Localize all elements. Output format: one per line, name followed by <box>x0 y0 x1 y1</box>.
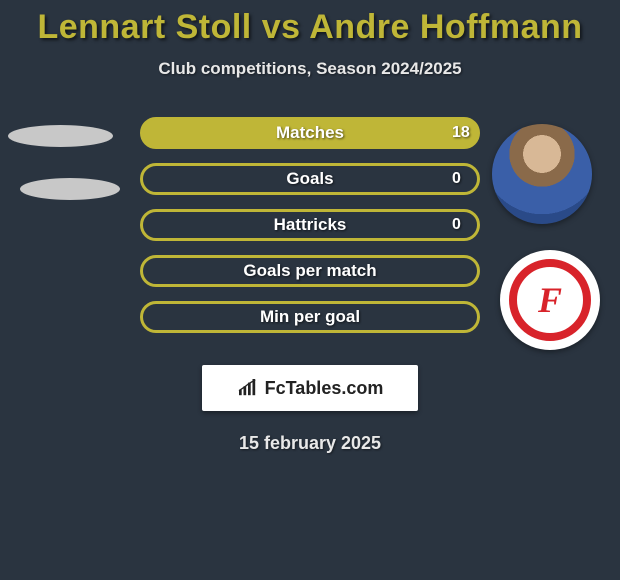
stat-label: Matches <box>140 117 480 149</box>
stat-row: Min per goal <box>0 301 620 333</box>
stat-label: Hattricks <box>140 209 480 241</box>
stat-label: Goals per match <box>140 255 480 287</box>
comparison-card: Lennart Stoll vs Andre Hoffmann Club com… <box>0 0 620 454</box>
stat-value-right: 0 <box>452 163 461 195</box>
stat-row: Goals0 <box>0 163 620 195</box>
stat-row: Goals per match <box>0 255 620 287</box>
page-subtitle: Club competitions, Season 2024/2025 <box>0 59 620 79</box>
stat-label: Min per goal <box>140 301 480 333</box>
stat-row: Matches18 <box>0 117 620 149</box>
watermark-text: FcTables.com <box>265 378 384 399</box>
snapshot-date: 15 february 2025 <box>0 433 620 454</box>
page-title: Lennart Stoll vs Andre Hoffmann <box>0 8 620 47</box>
watermark[interactable]: FcTables.com <box>202 365 418 411</box>
stat-label: Goals <box>140 163 480 195</box>
stat-row: Hattricks0 <box>0 209 620 241</box>
stats-section: Matches18Goals0Hattricks0Goals per match… <box>0 117 620 347</box>
stat-value-right: 0 <box>452 209 461 241</box>
stat-value-right: 18 <box>452 117 470 149</box>
bars-icon <box>237 379 259 397</box>
